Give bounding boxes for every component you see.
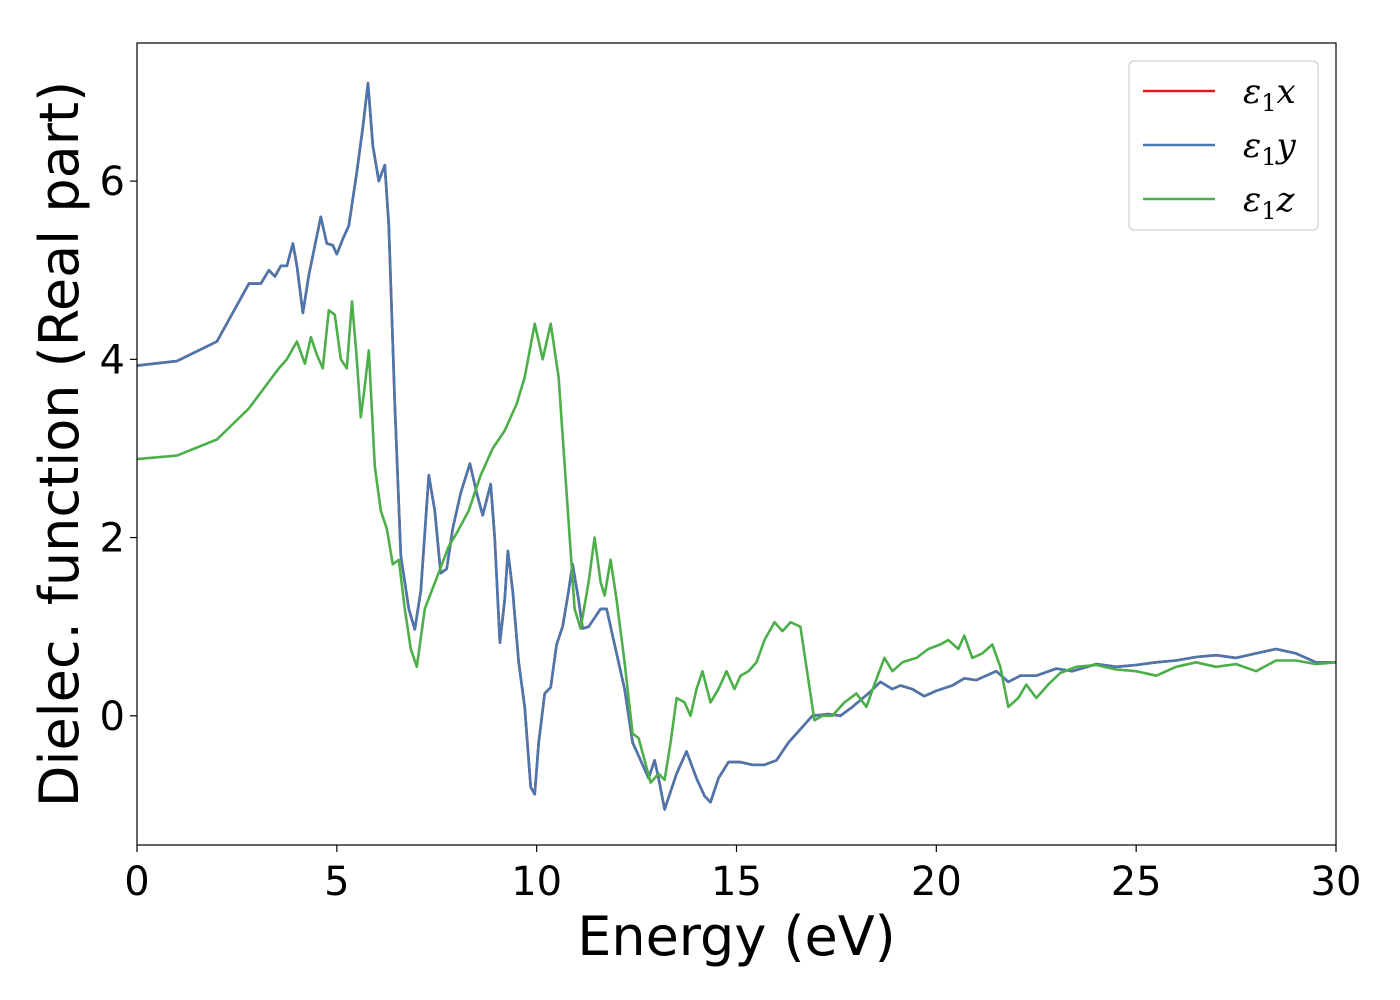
x-axis: 0 5 10 15 20 25 30 bbox=[124, 845, 1361, 905]
legend-item-y: ε1y bbox=[1143, 126, 1297, 171]
x-axis-title: Energy (eV) bbox=[577, 905, 896, 968]
legend-box bbox=[1128, 60, 1319, 231]
x-tick-label: 25 bbox=[1111, 859, 1162, 905]
x-tick-label: 5 bbox=[324, 859, 349, 905]
legend-label: ε1y bbox=[1243, 126, 1297, 171]
legend-label: ε1z bbox=[1243, 180, 1296, 225]
series-line-z bbox=[137, 300, 1336, 784]
x-tick-label: 0 bbox=[124, 859, 149, 905]
y-tick-label: 6 bbox=[100, 159, 125, 205]
y-tick-label: 0 bbox=[100, 694, 125, 740]
y-axis: 0 2 4 6 bbox=[100, 159, 137, 740]
series-line-y bbox=[137, 81, 1336, 811]
y-tick-label: 4 bbox=[100, 337, 125, 383]
legend-item-x: ε1x bbox=[1143, 72, 1296, 117]
x-tick-label: 20 bbox=[911, 859, 962, 905]
x-tick-label: 30 bbox=[1311, 859, 1362, 905]
legend: ε1x ε1y ε1z bbox=[1128, 60, 1319, 231]
series-layer bbox=[137, 81, 1336, 811]
legend-item-z: ε1z bbox=[1143, 180, 1296, 225]
y-axis-title: Dielec. function (Real part) bbox=[28, 81, 91, 807]
legend-label: ε1x bbox=[1243, 72, 1296, 117]
x-tick-label: 10 bbox=[511, 859, 562, 905]
x-tick-label: 15 bbox=[711, 859, 762, 905]
y-tick-label: 2 bbox=[100, 516, 125, 562]
